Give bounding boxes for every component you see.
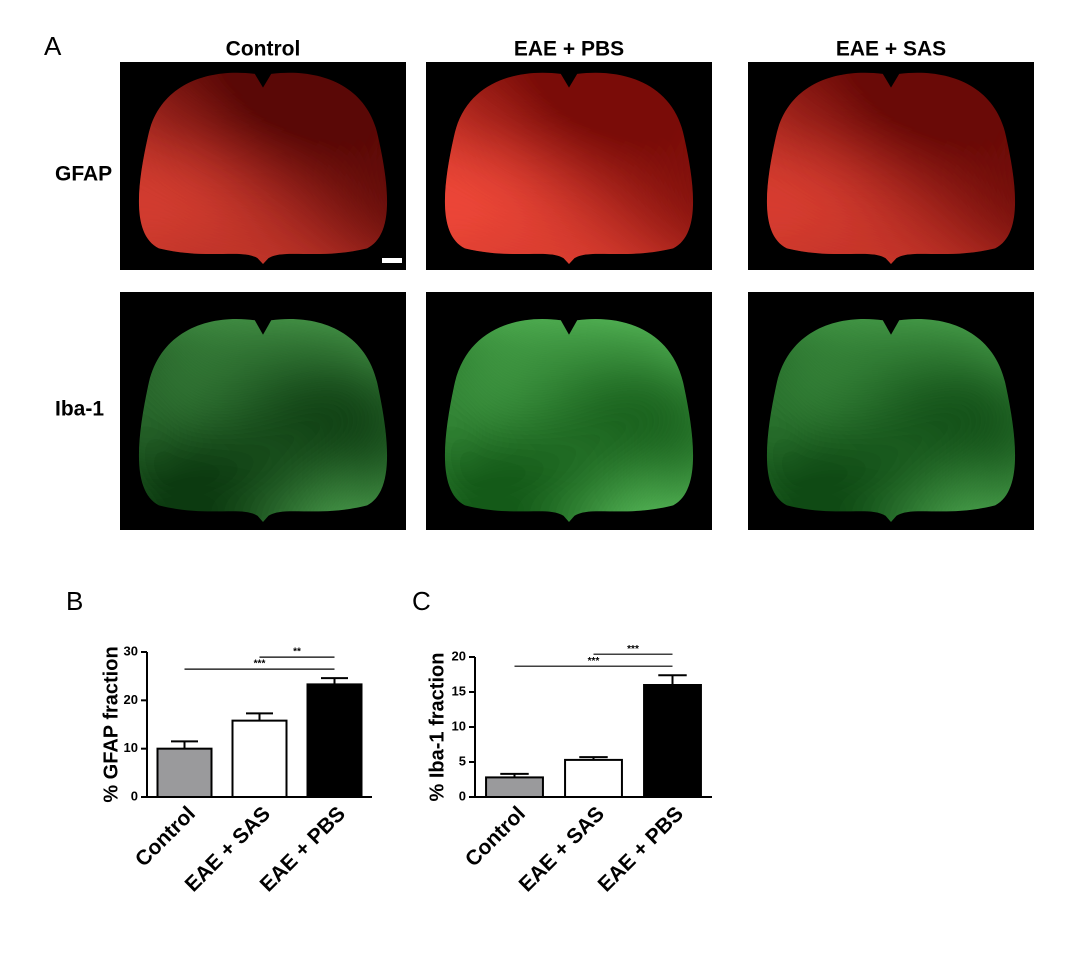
tissue bbox=[138, 72, 388, 264]
bar bbox=[306, 683, 363, 799]
y-tick-label: 10 bbox=[452, 718, 466, 733]
tissue bbox=[766, 72, 1016, 264]
bar bbox=[231, 719, 288, 799]
tissue-stain bbox=[766, 72, 1016, 264]
y-tick-label: 20 bbox=[452, 648, 466, 663]
panel-label: C bbox=[412, 586, 431, 616]
significance-label: *** bbox=[254, 659, 266, 670]
tissue bbox=[138, 319, 388, 522]
tissue bbox=[766, 319, 1016, 522]
column-title: EAE + SAS bbox=[836, 38, 946, 61]
bar bbox=[156, 747, 213, 799]
significance-label: ** bbox=[293, 647, 301, 658]
x-tick-label: Control bbox=[461, 802, 530, 871]
column-title: Control bbox=[226, 38, 301, 61]
panel-label: B bbox=[66, 586, 83, 616]
y-tick-label: 0 bbox=[131, 788, 138, 803]
tissue-stain bbox=[444, 319, 694, 522]
significance-label: *** bbox=[627, 644, 639, 655]
y-tick-label: 0 bbox=[459, 788, 466, 803]
y-tick-label: 30 bbox=[124, 643, 138, 658]
row-label: Iba-1 bbox=[55, 398, 104, 421]
x-tick-label: EAE + PBS bbox=[594, 802, 688, 896]
y-axis-label: % Iba-1 fraction bbox=[426, 653, 448, 802]
tissue bbox=[444, 72, 694, 264]
y-tick-label: 15 bbox=[452, 683, 466, 698]
tissue-stain bbox=[444, 72, 694, 264]
y-tick-label: 20 bbox=[124, 692, 138, 707]
tissue-stain bbox=[766, 319, 1016, 522]
significance-label: *** bbox=[588, 656, 600, 667]
x-tick-label: Control bbox=[131, 802, 200, 871]
scale-bar bbox=[382, 258, 402, 263]
bar bbox=[564, 758, 623, 799]
bar bbox=[643, 684, 702, 798]
tissue-stain bbox=[138, 319, 388, 522]
y-tick-label: 10 bbox=[124, 740, 138, 755]
bar bbox=[485, 776, 544, 799]
row-label: GFAP bbox=[55, 163, 112, 186]
tissue-stain bbox=[138, 72, 388, 264]
panel-label: A bbox=[44, 31, 62, 61]
column-title: EAE + PBS bbox=[514, 38, 624, 61]
y-tick-label: 5 bbox=[459, 753, 466, 768]
y-axis-label: % GFAP fraction bbox=[100, 646, 122, 802]
tissue bbox=[444, 319, 694, 522]
